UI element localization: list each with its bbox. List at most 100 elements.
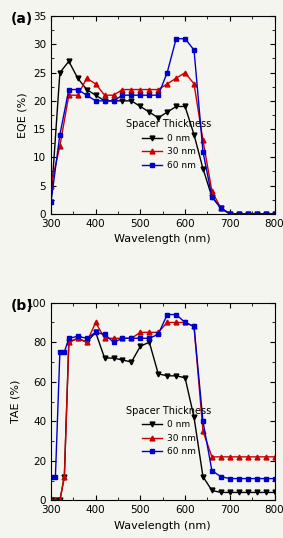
0 nm [166, 373, 169, 379]
30 nm [85, 75, 88, 81]
0 nm [210, 487, 214, 494]
60 nm [183, 36, 187, 42]
60 nm [246, 210, 249, 217]
60 nm [139, 92, 142, 98]
30 nm [237, 210, 241, 217]
60 nm [210, 194, 214, 200]
60 nm [112, 339, 115, 345]
30 nm [156, 329, 160, 336]
30 nm [192, 81, 196, 87]
0 nm [139, 343, 142, 349]
0 nm [237, 210, 241, 217]
30 nm [67, 92, 70, 98]
0 nm [54, 497, 57, 504]
30 nm [201, 137, 205, 144]
30 nm [246, 210, 249, 217]
0 nm [219, 205, 222, 211]
30 nm [192, 323, 196, 330]
30 nm [166, 319, 169, 325]
0 nm [228, 210, 231, 217]
60 nm [273, 210, 276, 217]
Line: 60 nm: 60 nm [48, 312, 277, 481]
30 nm [210, 454, 214, 460]
30 nm [112, 335, 115, 342]
30 nm [130, 335, 133, 342]
0 nm [103, 97, 106, 104]
0 nm [255, 489, 258, 495]
30 nm [121, 86, 124, 93]
30 nm [264, 454, 267, 460]
30 nm [58, 143, 62, 149]
30 nm [139, 86, 142, 93]
0 nm [174, 103, 178, 110]
60 nm [94, 329, 97, 336]
60 nm [255, 476, 258, 482]
0 nm [148, 109, 151, 115]
0 nm [67, 58, 70, 65]
60 nm [49, 473, 53, 480]
30 nm [183, 69, 187, 76]
30 nm [264, 210, 267, 217]
30 nm [103, 92, 106, 98]
X-axis label: Wavelength (nm): Wavelength (nm) [114, 521, 211, 531]
60 nm [201, 418, 205, 424]
60 nm [183, 319, 187, 325]
0 nm [264, 489, 267, 495]
60 nm [49, 199, 53, 206]
Text: (a): (a) [11, 12, 33, 26]
0 nm [94, 329, 97, 336]
60 nm [85, 335, 88, 342]
0 nm [139, 103, 142, 110]
30 nm [58, 497, 62, 504]
0 nm [49, 497, 53, 504]
0 nm [192, 414, 196, 421]
30 nm [130, 86, 133, 93]
60 nm [85, 92, 88, 98]
60 nm [246, 476, 249, 482]
60 nm [121, 92, 124, 98]
30 nm [156, 86, 160, 93]
60 nm [76, 333, 80, 339]
0 nm [273, 210, 276, 217]
0 nm [246, 489, 249, 495]
60 nm [192, 323, 196, 330]
0 nm [192, 131, 196, 138]
30 nm [148, 86, 151, 93]
60 nm [121, 335, 124, 342]
0 nm [112, 355, 115, 362]
0 nm [174, 373, 178, 379]
60 nm [58, 349, 62, 355]
0 nm [112, 97, 115, 104]
60 nm [54, 473, 57, 480]
0 nm [94, 92, 97, 98]
60 nm [63, 349, 66, 355]
30 nm [67, 339, 70, 345]
Y-axis label: TAE (%): TAE (%) [11, 380, 21, 423]
60 nm [174, 36, 178, 42]
60 nm [166, 69, 169, 76]
0 nm [76, 75, 80, 81]
60 nm [166, 312, 169, 318]
60 nm [228, 210, 231, 217]
0 nm [210, 194, 214, 200]
30 nm [255, 454, 258, 460]
30 nm [94, 81, 97, 87]
0 nm [201, 165, 205, 172]
0 nm [63, 473, 66, 480]
30 nm [94, 319, 97, 325]
0 nm [273, 489, 276, 495]
30 nm [174, 75, 178, 81]
0 nm [58, 497, 62, 504]
30 nm [174, 319, 178, 325]
30 nm [219, 205, 222, 211]
0 nm [148, 339, 151, 345]
30 nm [219, 454, 222, 460]
60 nm [58, 131, 62, 138]
30 nm [85, 339, 88, 345]
0 nm [183, 374, 187, 381]
0 nm [67, 339, 70, 345]
30 nm [49, 497, 53, 504]
0 nm [85, 86, 88, 93]
60 nm [264, 476, 267, 482]
30 nm [201, 428, 205, 434]
